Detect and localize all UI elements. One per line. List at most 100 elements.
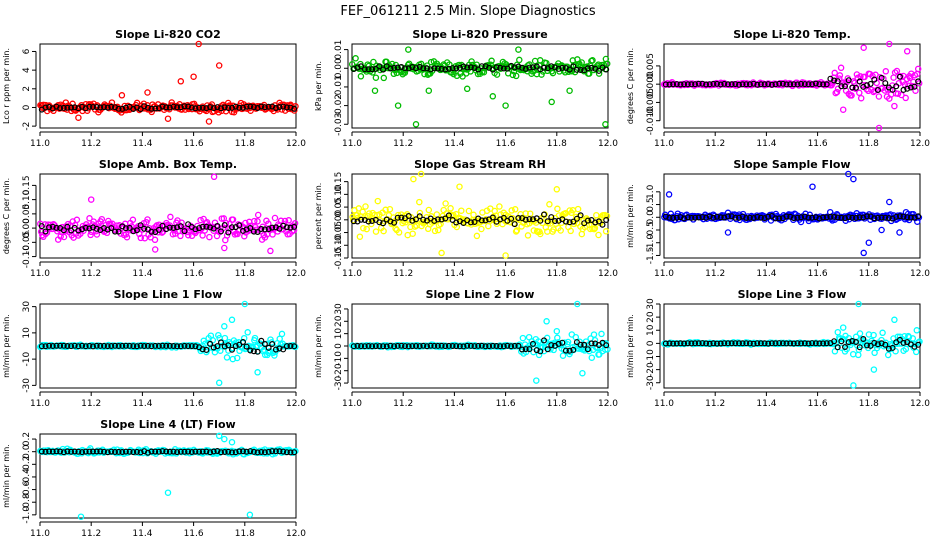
reference-point [358,216,365,223]
data-point [355,205,363,212]
x-tick-label: 11.8 [859,269,879,279]
reference-point [776,215,783,222]
data-point [164,489,172,496]
reference-point [595,218,602,225]
reference-point [820,81,827,88]
reference-point [46,342,53,349]
reference-point [746,340,753,347]
data-point [215,432,223,440]
data-point [567,227,574,235]
reference-point [743,215,750,222]
y-tick-label: 0.01 [334,40,344,60]
reference-point [816,340,823,347]
reference-point [82,448,89,455]
data-point [524,232,532,239]
reference-point [122,342,129,349]
x-tick-label: 11.6 [184,269,204,279]
reference-point [670,81,677,88]
data-point [478,225,485,233]
x-tick-label: 11.2 [393,399,413,409]
data-point [871,349,878,357]
reference-point [603,217,610,224]
x-tick-label: 11.6 [808,269,828,279]
reference-point [42,448,49,455]
x-tick-label: 11.2 [81,529,101,539]
data-point [882,68,890,75]
data-point [144,89,151,96]
reference-point [185,343,192,350]
data-point [405,46,412,53]
reference-point [787,340,794,347]
data-point [896,229,903,236]
reference-point [562,347,569,354]
reference-point [573,215,580,222]
reference-point [126,342,133,349]
reference-point [236,448,243,455]
x-tick-label: 11.0 [30,399,50,409]
data-point [512,72,520,80]
x-tick-label: 11.6 [496,139,516,149]
y-axis-label: kPa per min. [314,61,323,111]
reference-point [500,65,507,72]
reference-point [60,227,67,234]
reference-point [743,340,750,347]
chart-title: Slope Gas Stream RH [414,158,546,171]
reference-point [181,448,188,455]
reference-point [221,343,228,350]
reference-point [692,214,699,221]
reference-point [508,343,515,350]
x-tick-label: 11.0 [342,269,362,279]
reference-point [673,81,680,88]
x-tick-label: 11.2 [705,269,725,279]
data-point [915,339,922,346]
reference-point [130,449,137,456]
data-point [87,196,95,203]
reference-point [391,64,398,71]
reference-point [677,214,684,221]
reference-point [732,214,739,221]
reference-point [398,342,405,349]
reference-point [889,344,896,351]
reference-point [203,346,210,353]
reference-point [82,224,89,231]
reference-point [710,214,717,221]
x-tick-label: 11.8 [235,269,255,279]
data-point [75,114,82,121]
reference-point [218,105,225,112]
data-point [195,40,202,48]
reference-point [137,449,144,456]
reference-point [126,224,133,231]
reference-point [529,216,536,223]
reference-point [677,81,684,88]
reference-point [798,214,805,221]
data-point [431,227,439,235]
reference-point [515,342,522,349]
reference-point [911,83,918,90]
reference-point [192,226,199,233]
reference-point [761,215,768,222]
reference-point [915,213,922,220]
reference-point [801,213,808,220]
reference-point [413,65,420,72]
reference-point [291,105,298,112]
data-point [515,46,522,53]
data-point [291,220,299,227]
reference-point [104,449,111,456]
reference-point [49,223,56,230]
y-tick-label: -1.0 [646,234,656,252]
reference-point [595,67,602,74]
data-point [593,211,600,219]
reference-point [497,64,504,71]
reference-point [695,340,702,347]
reference-point [599,221,606,228]
reference-point [566,347,573,354]
reference-point [247,448,254,455]
reference-point [119,449,126,456]
reference-point [287,343,294,350]
x-tick-label: 12.0 [286,399,306,409]
reference-point [258,226,265,233]
reference-point [852,84,859,91]
reference-point [247,347,254,354]
reference-point [416,213,423,220]
data-point [837,64,845,72]
